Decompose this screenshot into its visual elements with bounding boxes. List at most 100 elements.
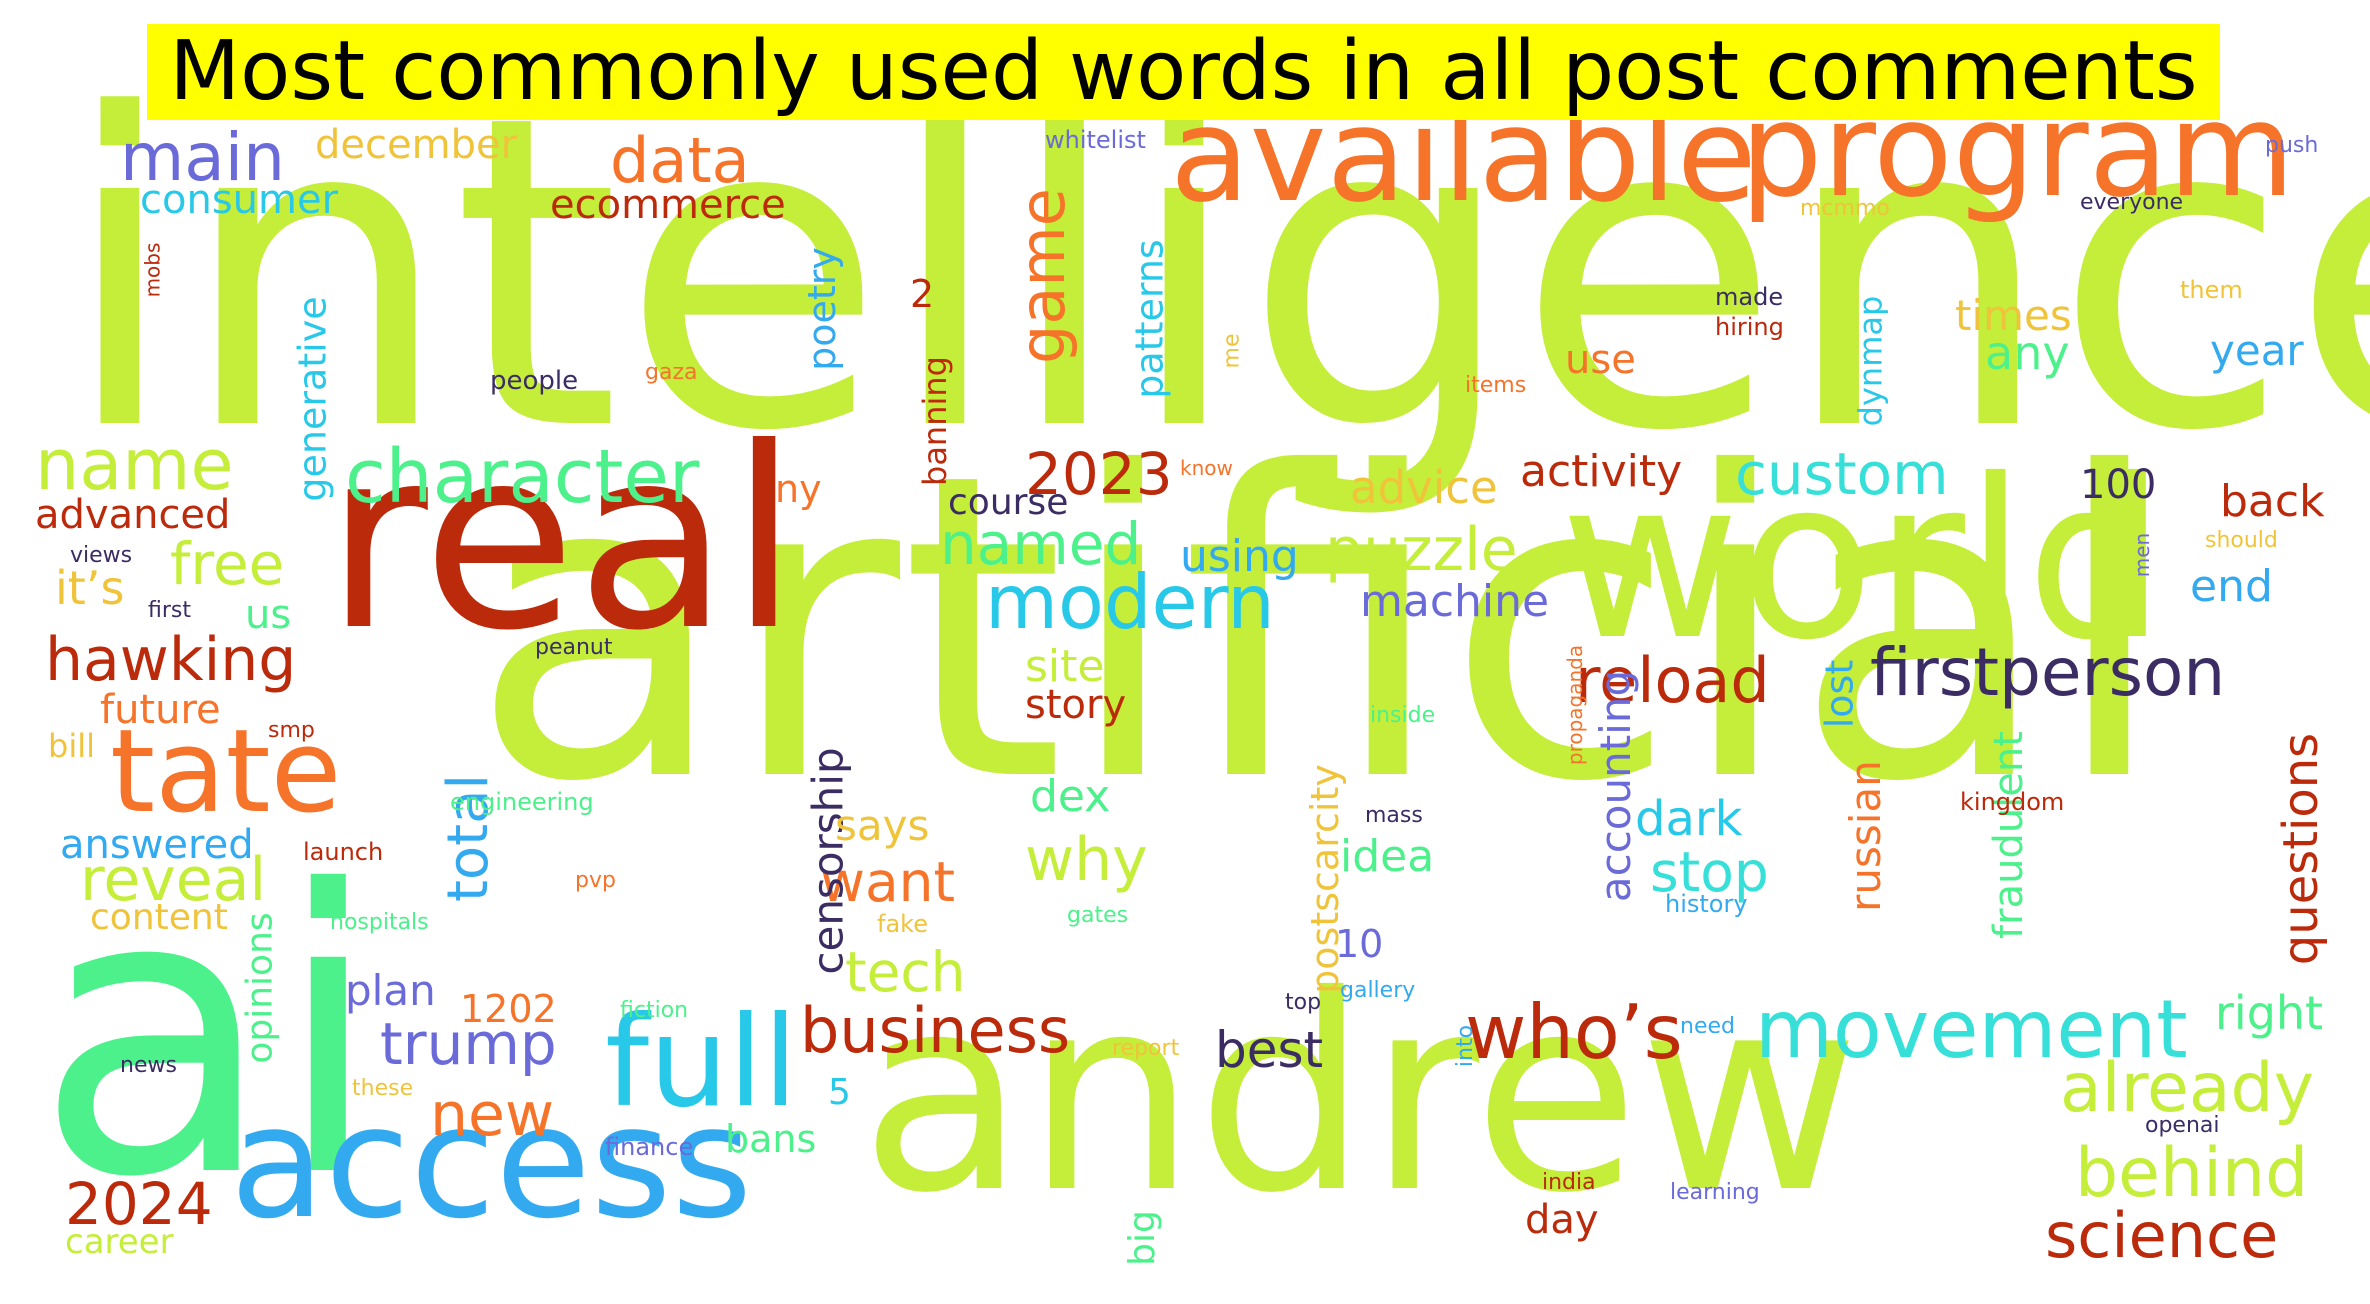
word-firstperson: firstperson (1870, 634, 2226, 711)
word-gates: gates (1067, 903, 1129, 928)
word-any: any (1985, 326, 2070, 380)
word-back: back (2220, 476, 2325, 527)
word-top: top (1285, 990, 1322, 1015)
word-consumer: consumer (140, 177, 339, 223)
word-lost: lost (1817, 659, 1862, 729)
word-advanced: advanced (35, 492, 231, 538)
word-ny: ny (775, 467, 822, 511)
word-movement: movement (1755, 983, 2188, 1076)
word-2: 2 (910, 272, 935, 316)
word-advice: advice (1350, 461, 1498, 514)
word-best: best (1215, 1021, 1324, 1079)
word-propaganda: propaganda (1563, 644, 1588, 766)
word-career: career (65, 1222, 174, 1262)
word-mass: mass (1365, 803, 1423, 828)
word-world: world (1560, 432, 2166, 688)
word-learning: learning (1670, 1180, 1760, 1205)
word-character: character (345, 434, 700, 520)
word-times: times (1955, 291, 2072, 340)
word-story: story (1025, 682, 1127, 728)
word-sites: sites (1025, 641, 1128, 692)
word-10: 10 (1335, 922, 1384, 966)
word-tate: tate (110, 705, 342, 839)
word-course: course (948, 482, 1069, 523)
word-fiction: fiction (620, 998, 689, 1023)
word-history: history (1665, 890, 1748, 918)
word-trump: trump (380, 1010, 557, 1078)
word-kingdom: kingdom (1960, 788, 2065, 816)
word-game: game (1005, 188, 1079, 364)
word-1202: 1202 (460, 987, 557, 1031)
word-into: into (1453, 1024, 1479, 1068)
word-hawking: hawking (45, 625, 297, 695)
word-mcmmo: mcmmo (1800, 196, 1890, 221)
word-russian: russian (1840, 760, 1890, 912)
word-generative: generative (290, 296, 335, 502)
word-stop: stop (1650, 840, 1769, 904)
word-full: full (605, 990, 798, 1135)
word-real: real (325, 394, 799, 685)
word-content: content (90, 897, 228, 938)
word-using: using (1180, 531, 1299, 582)
word-launch: launch (303, 838, 384, 866)
word-year: year (2210, 326, 2304, 375)
word-these: these (352, 1076, 414, 1101)
word-whitelist: whitelist (1045, 126, 1146, 154)
word-first: first (148, 598, 191, 623)
word-custom: custom (1735, 440, 1949, 508)
word-name: name (35, 424, 234, 506)
word-puzzle: puzzle (1325, 515, 1518, 585)
word-answered: answered (60, 822, 254, 868)
word-machine: machine (1360, 576, 1550, 627)
word-it-s: it’s (55, 561, 125, 615)
word-censorship: censorship (803, 747, 853, 975)
word-2024: 2024 (65, 1170, 213, 1238)
word-us: us (245, 592, 292, 638)
word-main: main (120, 119, 285, 196)
word-modern: modern (985, 558, 1275, 646)
word-who-s: who’s (1465, 988, 1683, 1076)
word-smp: smp (268, 718, 315, 743)
word-why: why (1025, 825, 1148, 895)
word-tech: tech (845, 940, 966, 1004)
word-intelligence: intelligence (60, 25, 2370, 525)
word-fake: fake (877, 910, 928, 938)
page-title: Most commonly used words in all post com… (147, 24, 2220, 120)
word-patterns: patterns (1127, 239, 1172, 399)
word-finance: finance (605, 1133, 694, 1161)
word-news: news (120, 1053, 177, 1078)
word-questions: questions (2273, 732, 2330, 966)
word-gallery: gallery (1340, 978, 1416, 1003)
word-accounting: accounting (1591, 669, 1641, 903)
word-banning: banning (915, 356, 954, 486)
word-activity: activity (1520, 446, 1683, 497)
word-everyone: everyone (2080, 190, 2184, 215)
word-dynmap: dynmap (1851, 295, 1890, 427)
word-science: science (2045, 1199, 2279, 1272)
word-them: them (2180, 276, 2243, 304)
word-people: people (490, 366, 579, 396)
word-want: want (820, 850, 956, 914)
word-big: big (1121, 1210, 1163, 1266)
word-ecommerce: ecommerce (550, 182, 786, 228)
word-views: views (70, 543, 133, 568)
word-opinions: opinions (239, 912, 281, 1064)
word-free: free (170, 530, 285, 598)
word-me: me (1219, 333, 1245, 369)
word-access: access (230, 1072, 753, 1253)
word-should: should (2205, 528, 2278, 553)
word-idea: idea (1340, 831, 1435, 882)
word-right: right (2215, 986, 2324, 1040)
word-need: need (1680, 1014, 1735, 1039)
word-use: use (1565, 337, 1636, 383)
word-gaza: gaza (645, 360, 698, 385)
word-mobs: mobs (140, 242, 165, 298)
word-peanut: peanut (535, 635, 613, 660)
word-pvp: pvp (575, 868, 616, 893)
word-behind: behind (2075, 1134, 2309, 1213)
word-hospitals: hospitals (330, 910, 429, 935)
word-know: know (1180, 456, 1233, 480)
word-december: december (315, 122, 518, 168)
word-bans: bans (725, 1117, 817, 1161)
